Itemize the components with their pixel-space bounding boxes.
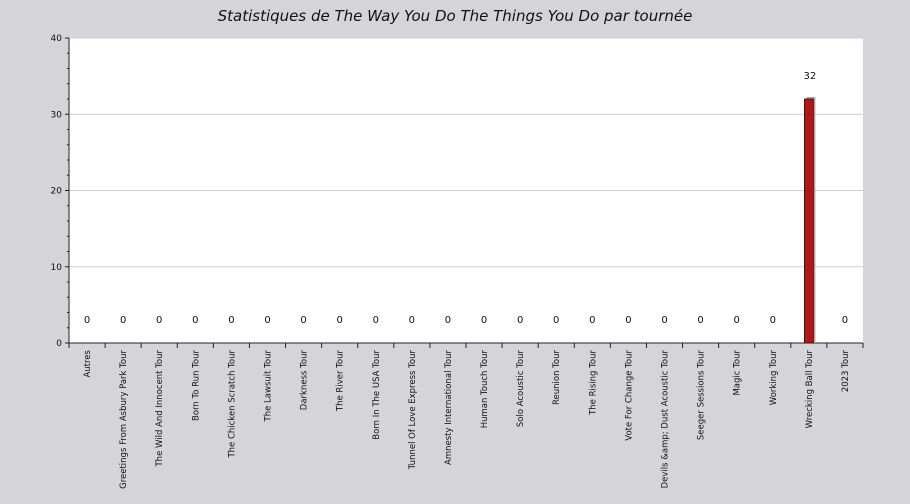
y-tick-label: 10 — [51, 263, 63, 273]
bar-value-label: 0 — [120, 315, 126, 326]
bar-value-label: 0 — [445, 315, 451, 326]
bar-value-label: 0 — [842, 315, 848, 326]
x-category-label: The Chicken Scratch Tour — [227, 350, 237, 459]
bar-value-label: 0 — [84, 315, 90, 326]
y-tick-label: 40 — [51, 34, 63, 44]
labels: 0 10 20 30 40 0 Autres 0 Greetings From Asbury P… — [51, 34, 851, 489]
x-category-label: Wrecking Ball Tour — [805, 350, 815, 429]
gridlines — [69, 37, 863, 268]
x-category-label: Seeger Sessions Tour — [697, 350, 707, 441]
bar-value-label: 0 — [733, 315, 739, 326]
x-category-label: Born In The USA Tour — [372, 350, 382, 440]
bar-value-label: 0 — [156, 315, 162, 326]
bar-value-label: 0 — [589, 315, 595, 326]
bar-value-label: 0 — [409, 315, 415, 326]
bar-value-label: 0 — [192, 315, 198, 326]
bar-value-label: 0 — [553, 315, 559, 326]
bars — [803, 97, 816, 344]
chart-title: Statistiques de The Way You Do The Thing… — [218, 7, 693, 25]
x-category-label: The River Tour — [336, 350, 346, 413]
bar-value-label: 0 — [625, 315, 631, 326]
bar-value-label: 0 — [481, 315, 487, 326]
x-category-label: Amnesty International Tour — [444, 350, 454, 465]
x-category-label: Solo Acoustic Tour — [516, 350, 526, 428]
x-category-label: Born To Run Tour — [191, 350, 201, 421]
bar-value-label: 0 — [770, 315, 776, 326]
bar-value-label: 0 — [661, 315, 667, 326]
x-category-label: Vote For Change Tour — [624, 350, 634, 441]
bar — [803, 98, 814, 344]
x-category-label: 2023 Tour — [841, 350, 851, 393]
x-category-label: The Lawsuit Tour — [264, 349, 274, 422]
x-category-label: Greetings From Asbury Park Tour — [119, 350, 129, 489]
x-category-label: Magic Tour — [733, 350, 743, 396]
axes — [65, 37, 864, 348]
x-category-label: Working Tour — [769, 349, 779, 405]
x-category-label: Human Touch Tour — [480, 350, 490, 429]
x-category-label: Darkness Tour — [300, 350, 310, 411]
bar-value-label: 0 — [264, 315, 270, 326]
bar-value-label: 0 — [300, 315, 306, 326]
y-tick-label: 20 — [51, 187, 63, 197]
x-category-label: Autres — [83, 349, 93, 377]
x-category-label: The Rising Tour — [588, 350, 598, 416]
bar-value-label: 0 — [228, 315, 234, 326]
x-category-label: The Wild And Innocent Tour — [155, 350, 165, 468]
bar-value-label: 0 — [373, 315, 379, 326]
bar-value-label: 32 — [803, 71, 816, 82]
y-tick-label: 30 — [51, 110, 63, 120]
x-category-label: Reunion Tour — [552, 350, 562, 406]
x-category-label: Devils &amp; Dust Acoustic Tour — [661, 349, 671, 488]
bar-value-label: 0 — [336, 315, 342, 326]
bar-value-label: 0 — [517, 315, 523, 326]
bar-value-label: 0 — [697, 315, 703, 326]
x-category-label: Tunnel Of Love Express Tour — [408, 350, 418, 471]
y-tick-label: 0 — [56, 339, 62, 349]
